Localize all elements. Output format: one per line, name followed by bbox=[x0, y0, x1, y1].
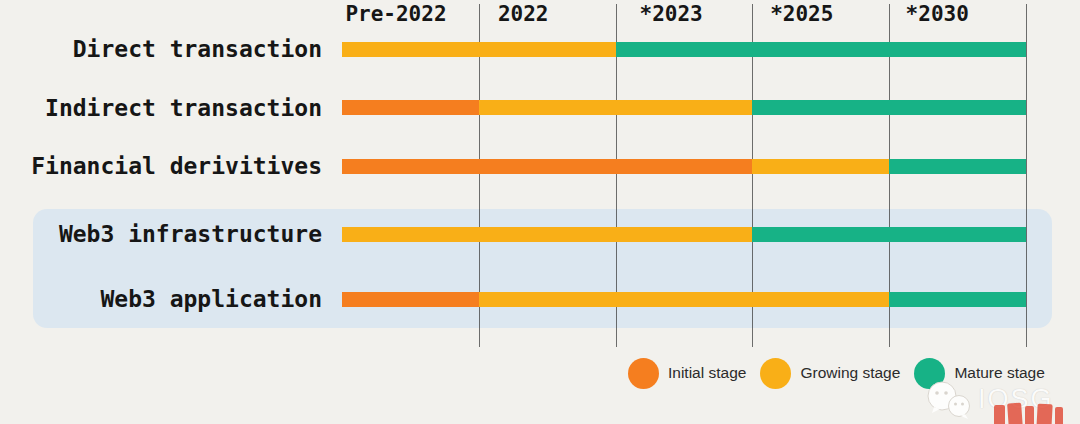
legend-label: Growing stage bbox=[800, 364, 900, 382]
bar-segment-mature bbox=[616, 42, 1026, 57]
bar-segment-initial bbox=[342, 100, 479, 115]
row-label-direct-transaction: Direct transaction bbox=[0, 34, 322, 64]
legend-item-initial-stage: Initial stage bbox=[628, 358, 746, 389]
bar-segment-growing bbox=[752, 159, 889, 174]
stage-timeline-chart: Direct transaction Indirect transaction … bbox=[0, 0, 1080, 424]
gridline-2030-end bbox=[1026, 4, 1027, 347]
timeline-bar-financial-derivitives bbox=[342, 159, 1026, 174]
wechat-icon bbox=[920, 380, 976, 424]
timeline-bar-direct-transaction bbox=[342, 42, 1026, 57]
bar-segment-initial bbox=[342, 292, 479, 307]
bar-segment-mature bbox=[752, 227, 1026, 242]
row-label-financial-derivitives: Financial derivitives bbox=[0, 151, 322, 181]
legend-item-growing-stage: Growing stage bbox=[760, 358, 900, 389]
bar-segment-growing bbox=[342, 227, 752, 242]
timeline-bar-web3-application bbox=[342, 292, 1026, 307]
growing-stage-dot-icon bbox=[760, 358, 791, 389]
bar-segment-growing bbox=[342, 42, 616, 57]
bar-segment-mature bbox=[889, 292, 1026, 307]
legend-label: Initial stage bbox=[668, 364, 746, 382]
watermark: IOSG bbox=[920, 380, 1080, 424]
column-header-2025: *2025 bbox=[770, 0, 833, 28]
bar-segment-mature bbox=[752, 100, 1026, 115]
red-stamp-icon bbox=[994, 401, 1074, 424]
column-header-2030: *2030 bbox=[906, 0, 969, 28]
plot-area: Pre-2022 2022 *2023 *2025 *2030 bbox=[342, 0, 1026, 352]
bar-segment-growing bbox=[479, 100, 753, 115]
column-header-2023: *2023 bbox=[640, 0, 703, 28]
row-label-web3-infrastructure: Web3 infrastructure bbox=[0, 219, 322, 249]
row-label-indirect-transaction: Indirect transaction bbox=[0, 93, 322, 123]
column-header-2022: 2022 bbox=[498, 0, 549, 28]
initial-stage-dot-icon bbox=[628, 358, 659, 389]
bar-segment-mature bbox=[889, 159, 1026, 174]
row-label-web3-application: Web3 application bbox=[0, 284, 322, 314]
timeline-bar-web3-infrastructure bbox=[342, 227, 1026, 242]
bar-segment-initial bbox=[342, 159, 752, 174]
timeline-bar-indirect-transaction bbox=[342, 100, 1026, 115]
bar-segment-growing bbox=[479, 292, 889, 307]
column-header-pre-2022: Pre-2022 bbox=[345, 0, 446, 28]
